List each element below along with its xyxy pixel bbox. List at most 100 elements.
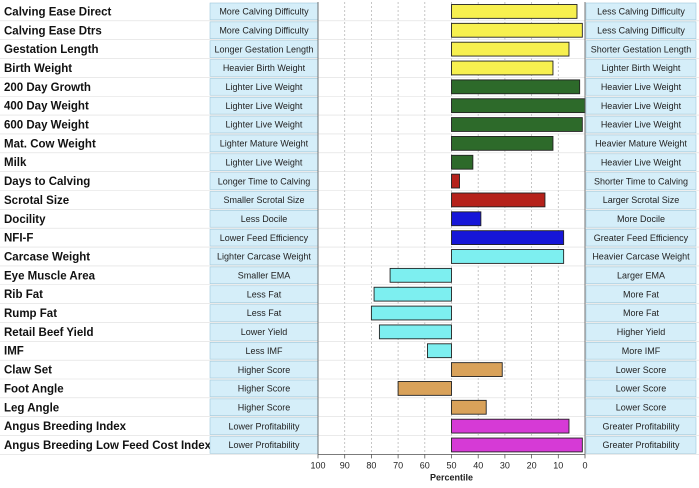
high-description: Heavier Mature Weight: [595, 139, 687, 149]
high-description-box: [585, 341, 697, 360]
high-description: Lighter Birth Weight: [602, 63, 681, 73]
high-description-box: [585, 285, 697, 303]
bar: [397, 381, 452, 396]
low-description: Less Fat: [247, 289, 282, 299]
high-description: Shorter Time to Calving: [594, 176, 688, 186]
trait-label: Eye Muscle Area: [4, 270, 96, 282]
low-description: Smaller EMA: [238, 271, 291, 281]
trait-label: Angus Breeding Low Feed Cost Index: [4, 440, 212, 452]
low-description: Less IMF: [245, 346, 283, 356]
trait-label: Angus Breeding Index: [4, 421, 127, 433]
high-description: Shorter Gestation Length: [591, 44, 692, 54]
bar: [373, 286, 452, 302]
trait-label: Docility: [4, 214, 46, 226]
high-description: Greater Profitability: [602, 440, 680, 450]
tick-label: 70: [393, 460, 403, 470]
high-description: Less Calving Difficulty: [597, 25, 685, 35]
high-description: Less Calving Difficulty: [597, 7, 685, 17]
tick-label: 30: [500, 460, 510, 470]
bar: [451, 60, 554, 76]
low-description: Lighter Live Weight: [226, 120, 303, 130]
high-description-box: [585, 134, 697, 153]
trait-label: 400 Day Weight: [4, 101, 89, 113]
high-description-box: [585, 78, 697, 96]
low-description: More Calving Difficulty: [219, 25, 309, 35]
bar: [451, 4, 578, 19]
trait-label: Milk: [4, 157, 27, 169]
high-description-box: [585, 2, 697, 21]
tick-label: 80: [366, 460, 376, 470]
high-description-box: [585, 40, 697, 58]
high-description-box: [585, 266, 697, 285]
bar: [451, 437, 583, 453]
tick-label: 10: [553, 460, 563, 470]
high-description-box: [585, 398, 697, 417]
bar: [451, 173, 460, 189]
high-description-box: [585, 417, 697, 435]
high-description: Lower Score: [616, 384, 667, 394]
tick-label: 20: [527, 460, 537, 470]
trait-label: Mat. Cow Weight: [4, 138, 96, 150]
tick-label: 40: [473, 460, 483, 470]
low-description: Less Docile: [241, 214, 288, 224]
trait-label: Leg Angle: [4, 402, 59, 414]
bar: [451, 399, 487, 415]
high-description: More Fat: [623, 289, 660, 299]
high-description-box: [585, 59, 697, 77]
trait-label: IMF: [4, 346, 24, 358]
trait-label: Calving Ease Dtrs: [4, 25, 102, 37]
bar: [378, 324, 452, 340]
low-description: Lighter Mature Weight: [220, 139, 309, 149]
bar: [427, 343, 452, 359]
low-description: Lighter Carcase Weight: [217, 252, 311, 262]
low-description: Higher Score: [238, 402, 291, 412]
high-description: Larger EMA: [617, 271, 665, 281]
low-description: Longer Time to Calving: [218, 176, 311, 186]
high-description: Greater Feed Efficiency: [594, 233, 689, 243]
low-description: Lighter Live Weight: [226, 157, 303, 167]
low-description: Lower Feed Efficiency: [220, 233, 309, 243]
x-axis-title: Percentile: [430, 472, 473, 482]
bar: [451, 249, 565, 264]
high-description: More Fat: [623, 308, 660, 318]
bar: [451, 117, 583, 132]
trait-label: 600 Day Weight: [4, 120, 89, 132]
tick-label: 100: [310, 460, 325, 470]
trait-label: Foot Angle: [4, 383, 64, 395]
low-description: Longer Gestation Length: [214, 44, 313, 54]
bar: [451, 79, 581, 95]
trait-label: Calving Ease Direct: [4, 6, 112, 18]
low-description: Lower Profitability: [228, 440, 300, 450]
low-description: Smaller Scrotal Size: [223, 195, 304, 205]
high-description: Lower Score: [616, 402, 667, 412]
high-description-box: [585, 228, 697, 247]
high-description: Greater Profitability: [602, 421, 680, 431]
trait-label: Gestation Length: [4, 44, 99, 56]
bar: [451, 98, 586, 114]
bar: [451, 192, 546, 208]
high-description: Heavier Live Weight: [601, 120, 682, 130]
high-description: Heavier Carcase Weight: [592, 252, 690, 262]
trait-label: Rump Fat: [4, 308, 57, 320]
bar: [451, 154, 474, 170]
high-description-box: [585, 96, 697, 115]
bar: [451, 418, 570, 434]
bar: [451, 22, 583, 38]
high-description-box: [585, 153, 697, 171]
trait-label: Retail Beef Yield: [4, 327, 93, 339]
low-description: More Calving Difficulty: [219, 7, 309, 17]
tick-label: 60: [420, 460, 430, 470]
trait-label: Claw Set: [4, 365, 52, 377]
high-description-box: [585, 21, 697, 40]
high-description-box: [585, 360, 697, 379]
trait-label: 200 Day Growth: [4, 82, 91, 94]
high-description-box: [585, 379, 697, 398]
trait-label: Days to Calving: [4, 176, 90, 188]
high-description-box: [585, 323, 697, 341]
bar: [451, 230, 565, 245]
high-description-box: [585, 115, 697, 134]
high-description: Heavier Live Weight: [601, 101, 682, 111]
high-description: Lower Score: [616, 365, 667, 375]
low-description: Higher Score: [238, 365, 291, 375]
